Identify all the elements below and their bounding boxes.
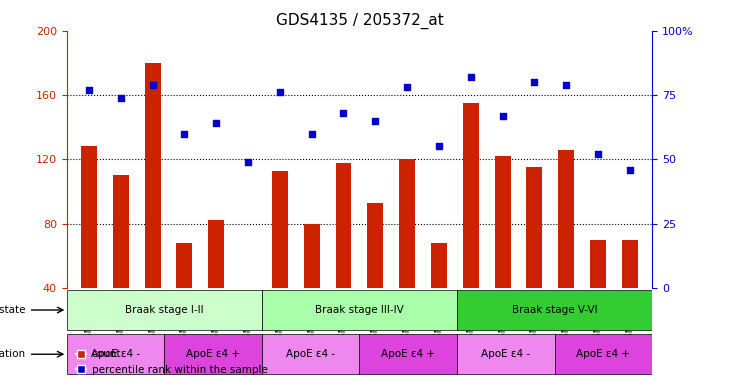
Point xyxy=(592,151,604,157)
Bar xyxy=(368,203,383,288)
FancyBboxPatch shape xyxy=(262,290,457,330)
Point xyxy=(338,110,350,116)
Point xyxy=(496,113,508,119)
Bar xyxy=(558,150,574,288)
Bar xyxy=(590,240,606,288)
Point xyxy=(115,94,127,101)
Text: Braak stage III-IV: Braak stage III-IV xyxy=(315,305,404,315)
Bar xyxy=(622,240,638,288)
Bar xyxy=(208,220,225,288)
Point xyxy=(369,118,381,124)
Bar xyxy=(144,63,161,288)
Text: ApoE ε4 -: ApoE ε4 - xyxy=(286,349,335,359)
Bar xyxy=(526,167,542,288)
Point xyxy=(528,79,540,85)
Point xyxy=(306,131,318,137)
Bar xyxy=(81,146,97,288)
FancyBboxPatch shape xyxy=(554,334,652,374)
Legend: count, percentile rank within the sample: count, percentile rank within the sample xyxy=(72,345,272,379)
FancyBboxPatch shape xyxy=(457,290,652,330)
Bar xyxy=(304,223,319,288)
Text: ApoE ε4 -: ApoE ε4 - xyxy=(481,349,531,359)
Point xyxy=(147,82,159,88)
Point xyxy=(274,89,286,96)
Title: GDS4135 / 205372_at: GDS4135 / 205372_at xyxy=(276,13,443,29)
Bar xyxy=(113,175,129,288)
Bar xyxy=(176,243,193,288)
Point xyxy=(179,131,190,137)
FancyBboxPatch shape xyxy=(67,290,262,330)
Text: ApoE ε4 -: ApoE ε4 - xyxy=(91,349,140,359)
FancyBboxPatch shape xyxy=(165,334,262,374)
FancyBboxPatch shape xyxy=(262,334,359,374)
Bar xyxy=(463,103,479,288)
Point xyxy=(401,84,413,90)
Point xyxy=(242,159,254,165)
FancyBboxPatch shape xyxy=(67,334,165,374)
Point xyxy=(624,167,636,173)
FancyBboxPatch shape xyxy=(457,334,554,374)
Text: ApoE ε4 +: ApoE ε4 + xyxy=(381,349,435,359)
Text: Braak stage V-VI: Braak stage V-VI xyxy=(512,305,597,315)
Point xyxy=(560,82,572,88)
Text: Braak stage I-II: Braak stage I-II xyxy=(125,305,204,315)
Text: genotype/variation: genotype/variation xyxy=(0,349,26,359)
Point xyxy=(210,120,222,126)
FancyBboxPatch shape xyxy=(359,334,457,374)
Point xyxy=(465,74,476,80)
Point xyxy=(433,143,445,149)
Text: ApoE ε4 +: ApoE ε4 + xyxy=(186,349,240,359)
Bar xyxy=(494,156,511,288)
Bar xyxy=(431,243,447,288)
Bar xyxy=(399,159,415,288)
Text: ApoE ε4 +: ApoE ε4 + xyxy=(576,349,631,359)
Text: disease state: disease state xyxy=(0,305,26,315)
Bar xyxy=(272,170,288,288)
Bar xyxy=(336,162,351,288)
Point xyxy=(83,87,95,93)
